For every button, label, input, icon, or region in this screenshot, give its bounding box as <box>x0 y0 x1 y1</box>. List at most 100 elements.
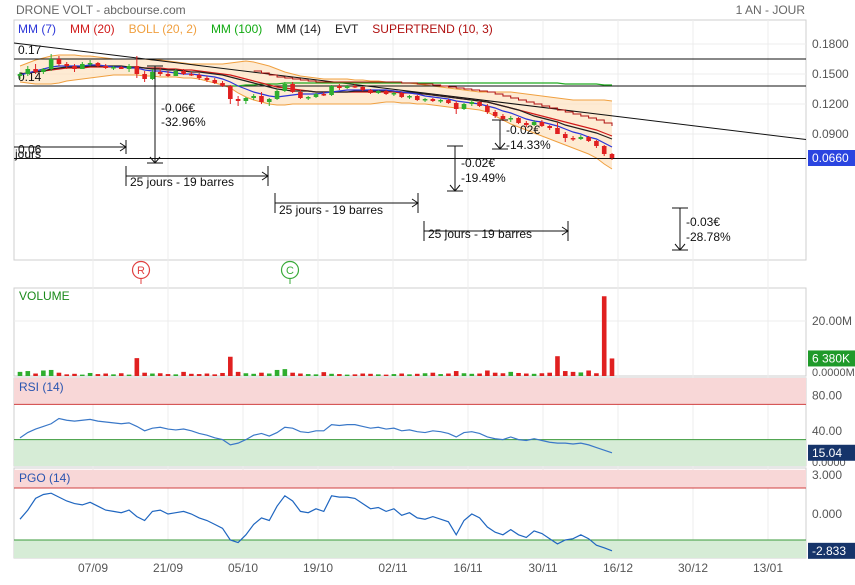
x-tick-label: 30/11 <box>528 561 557 575</box>
candle-body <box>446 100 451 103</box>
volume-bar <box>243 373 249 376</box>
volume-bar <box>298 373 303 376</box>
move-percent: -19.49% <box>461 171 506 185</box>
candle-body <box>531 122 537 125</box>
x-tick-label: 21/09 <box>153 561 183 575</box>
move-amount: -0.06€ <box>161 101 195 115</box>
candle-body <box>516 118 521 123</box>
volume-bar <box>228 356 233 376</box>
candle-body <box>274 91 280 99</box>
candle-body <box>80 64 85 69</box>
legend-entry[interactable]: BOLL (20, 2) <box>129 22 197 36</box>
cycle-arrow <box>274 193 419 213</box>
candle-body <box>539 122 545 126</box>
price-panel <box>13 19 807 261</box>
volume-bar <box>173 374 179 376</box>
volume-bar <box>118 373 124 376</box>
candle-body <box>570 138 576 140</box>
volume-bar <box>562 371 568 376</box>
candle-body <box>368 90 373 93</box>
candle-body <box>235 99 241 101</box>
volume-bar <box>204 373 210 376</box>
candle-body <box>259 96 264 102</box>
volume-bar <box>570 371 576 376</box>
candle-body <box>266 99 272 102</box>
rsi-overbought-zone <box>14 378 806 405</box>
candle-body <box>407 96 412 98</box>
volume-bar <box>430 372 436 376</box>
move-percent: -14.33% <box>506 138 551 152</box>
volume-bar <box>64 374 70 376</box>
candle-body <box>95 63 101 66</box>
signal-marker[interactable] <box>280 260 300 280</box>
period-selector[interactable]: 1 AN - JOUR <box>736 3 806 17</box>
legend-entry[interactable]: SUPERTREND (10, 3) <box>372 22 492 36</box>
candle-body <box>25 69 31 74</box>
volume-bar <box>531 373 537 376</box>
candle-body <box>438 100 443 102</box>
legend-entry[interactable]: MM (14) <box>276 22 321 36</box>
signal-marker[interactable] <box>131 260 151 280</box>
volume-bar <box>391 374 397 376</box>
volume-bar <box>469 373 475 376</box>
level-label: 0.06 <box>18 143 42 157</box>
candle-body <box>414 96 420 100</box>
volume-bar <box>103 373 108 376</box>
candle-body <box>609 154 615 158</box>
candle-body <box>601 146 607 154</box>
candle-body <box>126 66 132 69</box>
volume-bar <box>586 370 591 376</box>
move-arrow <box>447 145 463 192</box>
legend-entry[interactable]: MM (100) <box>211 22 262 36</box>
candle-body <box>142 74 147 79</box>
rsi-line <box>19 417 613 454</box>
candle-body <box>134 66 140 74</box>
candle-body <box>485 106 490 112</box>
candle-body <box>524 123 529 125</box>
candle-body <box>508 118 514 120</box>
volume-bar <box>321 372 327 376</box>
legend-entry[interactable]: EVT <box>335 22 359 36</box>
candle-body <box>376 91 381 93</box>
candle-body <box>399 93 404 97</box>
price-tick-label: 0.1500 <box>812 67 849 81</box>
candle-body <box>228 86 233 99</box>
volume-bar <box>305 374 311 376</box>
candle-body <box>337 86 342 88</box>
move-amount: -0.02€ <box>461 156 495 170</box>
last-price-tag <box>808 150 855 166</box>
cycle-label: 25 jours - 19 barres <box>279 203 383 217</box>
volume-last-value: 6 380K <box>812 351 850 365</box>
pgo-title: PGO (14) <box>19 471 70 485</box>
candle-body <box>118 67 124 69</box>
cycle-label: 25 jours - 19 barres <box>428 227 532 241</box>
candle-body <box>196 75 202 78</box>
volume-bar <box>80 374 85 376</box>
volume-bar <box>492 372 498 376</box>
volume-bar <box>438 374 443 376</box>
rsi-oversold-zone <box>14 439 806 466</box>
pgo-lower-zone <box>14 540 806 558</box>
candle-body <box>430 99 436 101</box>
volume-bar <box>352 374 358 376</box>
candle-body <box>391 93 397 95</box>
volume-bar <box>360 373 366 376</box>
candle-body <box>578 137 584 139</box>
supertrend-line <box>253 70 613 126</box>
candle-body <box>383 91 389 94</box>
volume-bar <box>399 373 404 376</box>
candle-body <box>422 99 428 101</box>
candle-body <box>181 71 186 74</box>
move-percent: -28.78% <box>686 230 731 244</box>
candle-body <box>157 72 163 74</box>
candle-body <box>298 92 303 98</box>
legend-entry[interactable]: MM (20) <box>70 22 115 36</box>
volume-bar <box>453 371 459 376</box>
candle-body <box>586 137 591 141</box>
volume-bar <box>111 374 116 376</box>
volume-bar <box>524 373 529 376</box>
x-tick-label: 02/11 <box>378 561 407 575</box>
legend-entry[interactable]: MM (7) <box>18 22 56 36</box>
jours-label: jours <box>14 147 41 161</box>
volume-bar <box>313 374 319 376</box>
